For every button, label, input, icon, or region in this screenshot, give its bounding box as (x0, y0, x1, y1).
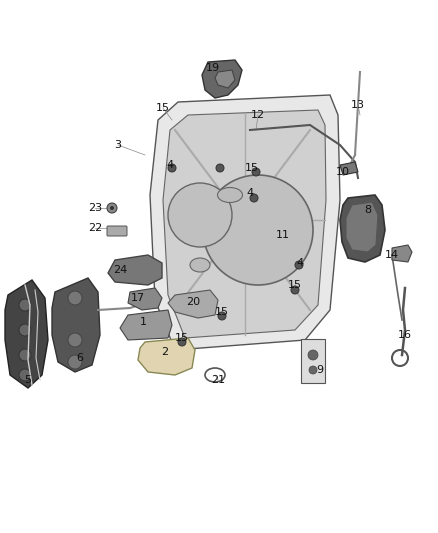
Polygon shape (215, 70, 235, 88)
Text: 15: 15 (215, 307, 229, 317)
Text: 20: 20 (186, 297, 200, 307)
Polygon shape (120, 310, 172, 340)
Text: 21: 21 (211, 375, 225, 385)
FancyBboxPatch shape (107, 226, 127, 236)
Text: 4: 4 (247, 188, 254, 198)
Circle shape (203, 175, 313, 285)
Text: 24: 24 (113, 265, 127, 275)
Circle shape (309, 366, 317, 374)
Text: 17: 17 (131, 293, 145, 303)
Text: 10: 10 (336, 167, 350, 177)
Text: 9: 9 (316, 365, 324, 375)
Text: 2: 2 (162, 347, 169, 357)
Text: 15: 15 (156, 103, 170, 113)
Ellipse shape (218, 188, 243, 203)
Text: 14: 14 (385, 250, 399, 260)
Polygon shape (108, 255, 162, 285)
Circle shape (168, 164, 176, 172)
Circle shape (19, 349, 31, 361)
Text: 13: 13 (351, 100, 365, 110)
Text: 11: 11 (276, 230, 290, 240)
FancyBboxPatch shape (301, 339, 325, 383)
Text: 3: 3 (114, 140, 121, 150)
Circle shape (252, 168, 260, 176)
Circle shape (291, 286, 299, 294)
Text: 23: 23 (88, 203, 102, 213)
Polygon shape (52, 278, 100, 372)
Circle shape (250, 194, 258, 202)
Circle shape (19, 299, 31, 311)
Text: 8: 8 (364, 205, 371, 215)
Text: 4: 4 (166, 160, 173, 170)
Text: 16: 16 (398, 330, 412, 340)
Circle shape (218, 312, 226, 320)
Text: 15: 15 (288, 280, 302, 290)
Circle shape (168, 183, 232, 247)
Circle shape (68, 291, 82, 305)
Text: 15: 15 (245, 163, 259, 173)
Polygon shape (168, 290, 218, 318)
Circle shape (216, 164, 224, 172)
Circle shape (68, 355, 82, 369)
Text: 6: 6 (77, 353, 84, 363)
Circle shape (19, 369, 31, 381)
Polygon shape (346, 202, 378, 252)
Circle shape (110, 206, 114, 210)
Circle shape (178, 338, 186, 346)
Circle shape (295, 261, 303, 269)
Polygon shape (392, 245, 412, 262)
Polygon shape (138, 338, 195, 375)
Polygon shape (202, 60, 242, 98)
Ellipse shape (190, 258, 210, 272)
Text: 22: 22 (88, 223, 102, 233)
Circle shape (68, 333, 82, 347)
Circle shape (19, 324, 31, 336)
Circle shape (107, 203, 117, 213)
Text: 12: 12 (251, 110, 265, 120)
Text: 19: 19 (206, 63, 220, 73)
Text: 5: 5 (25, 375, 32, 385)
Polygon shape (128, 288, 162, 310)
Polygon shape (150, 95, 340, 350)
Polygon shape (340, 195, 385, 262)
Text: 1: 1 (139, 317, 146, 327)
Polygon shape (5, 280, 48, 388)
Text: 4: 4 (297, 258, 304, 268)
Text: 15: 15 (175, 333, 189, 343)
Polygon shape (340, 162, 358, 175)
Polygon shape (163, 110, 326, 338)
Circle shape (308, 350, 318, 360)
